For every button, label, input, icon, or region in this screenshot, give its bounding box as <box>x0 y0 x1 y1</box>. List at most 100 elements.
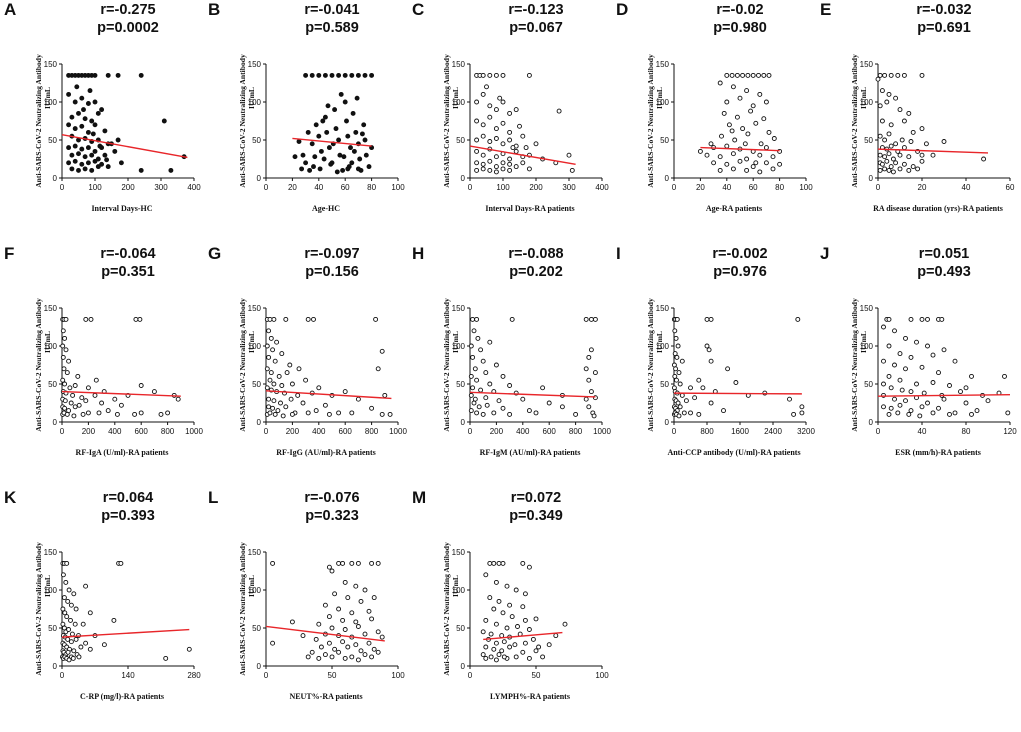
data-point <box>71 591 77 597</box>
data-point <box>888 164 894 170</box>
data-point <box>919 364 925 370</box>
data-point <box>533 141 539 147</box>
x-tick-label: 40 <box>962 183 971 192</box>
data-point <box>474 377 480 383</box>
data-point <box>270 560 276 566</box>
data-point <box>102 128 108 134</box>
data-point <box>919 126 925 132</box>
x-tick-label: 800 <box>365 427 379 436</box>
data-point <box>66 122 72 128</box>
data-point <box>342 655 348 661</box>
y-tick-label: 0 <box>257 174 262 183</box>
data-point <box>681 410 687 416</box>
data-point <box>295 392 301 398</box>
data-point <box>340 167 346 173</box>
data-point <box>362 72 368 78</box>
data-point <box>333 126 339 132</box>
data-point <box>496 598 502 604</box>
y-axis-label: Anti-SARS-CoV-2 Neutralizing Antibody <box>850 54 859 188</box>
data-point <box>85 145 91 151</box>
data-point <box>893 160 899 166</box>
data-point <box>901 161 907 167</box>
data-point <box>914 381 919 387</box>
y-axis-unit: IU/mL <box>451 575 460 597</box>
data-point <box>493 136 499 141</box>
data-point <box>283 404 289 410</box>
data-point <box>271 316 277 322</box>
data-point <box>366 640 372 646</box>
data-point <box>877 103 883 109</box>
x-tick-label: 400 <box>187 183 201 192</box>
data-point <box>692 395 698 401</box>
data-point <box>888 72 894 78</box>
data-point <box>717 167 723 173</box>
data-point <box>886 373 892 379</box>
data-point <box>483 370 489 376</box>
data-point <box>745 131 751 137</box>
data-point <box>350 110 356 116</box>
data-point <box>280 413 286 419</box>
data-point <box>266 404 272 410</box>
data-point <box>349 72 355 78</box>
data-point <box>770 154 776 160</box>
scatter-plot: 0 50 100 150 0 140 280 Anti-SARS-CoV-2 Neutrali… <box>34 542 201 701</box>
data-point <box>499 648 505 654</box>
x-tick-label: 200 <box>121 183 135 192</box>
data-point <box>766 129 772 135</box>
data-point <box>688 410 693 416</box>
trend-line <box>483 631 563 641</box>
data-point <box>487 139 493 144</box>
data-point <box>673 366 679 372</box>
x-tick-label: 140 <box>121 671 135 680</box>
data-point <box>480 152 486 158</box>
data-point <box>336 606 342 612</box>
data-point <box>483 655 489 661</box>
data-point <box>507 644 513 650</box>
data-point <box>696 411 702 417</box>
data-point <box>64 614 70 620</box>
y-axis-unit: IU/mL <box>859 331 868 353</box>
data-point <box>526 166 532 172</box>
data-point <box>322 72 328 78</box>
data-point <box>496 652 502 658</box>
data-point <box>1005 410 1011 416</box>
data-point <box>79 161 85 167</box>
trend-line <box>292 137 372 147</box>
y-axis-unit: IU/mL <box>43 331 52 353</box>
y-tick-label: 150 <box>452 304 466 313</box>
y-tick-label: 150 <box>860 60 874 69</box>
data-point <box>332 646 338 652</box>
data-point <box>468 343 474 349</box>
data-point <box>795 316 801 322</box>
x-tick-label: 400 <box>108 427 122 436</box>
y-tick-label: 150 <box>860 304 874 313</box>
data-point <box>507 156 513 162</box>
data-point <box>81 107 86 113</box>
data-point <box>60 572 66 578</box>
data-point <box>329 625 335 631</box>
data-point <box>674 354 680 360</box>
data-point <box>268 370 274 376</box>
data-point <box>882 166 888 172</box>
p-value: p=0.980 <box>713 20 767 36</box>
data-point <box>936 405 941 411</box>
data-point <box>733 380 739 385</box>
data-point <box>361 122 367 128</box>
data-point <box>1002 373 1007 379</box>
data-point <box>371 646 377 652</box>
data-point <box>311 164 316 170</box>
data-point <box>64 411 70 417</box>
data-point <box>72 99 78 105</box>
data-point <box>92 72 98 78</box>
data-point <box>522 591 528 597</box>
data-point <box>474 316 480 322</box>
data-point <box>566 152 572 158</box>
data-point <box>884 158 890 164</box>
data-point <box>318 148 324 154</box>
y-axis-label: Anti-SARS-CoV-2 Neutralizing Antibody <box>442 542 451 676</box>
data-point <box>757 152 763 158</box>
x-tick-label: 40 <box>314 183 323 192</box>
